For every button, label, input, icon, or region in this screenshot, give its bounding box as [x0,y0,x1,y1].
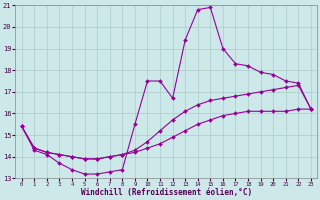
X-axis label: Windchill (Refroidissement éolien,°C): Windchill (Refroidissement éolien,°C) [81,188,252,197]
